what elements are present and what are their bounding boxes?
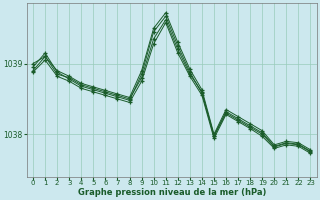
X-axis label: Graphe pression niveau de la mer (hPa): Graphe pression niveau de la mer (hPa) bbox=[77, 188, 266, 197]
